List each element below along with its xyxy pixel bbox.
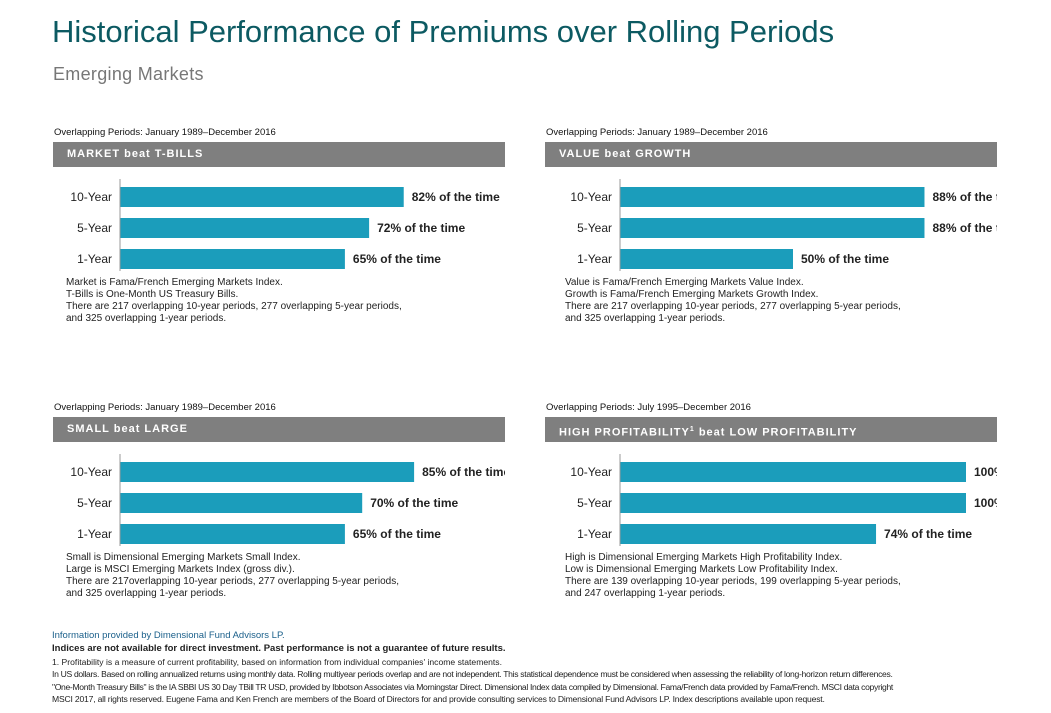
data-label: 88% of the time bbox=[932, 190, 997, 204]
category-label: 5-Year bbox=[77, 221, 112, 235]
chart-panel-profitability: Overlapping Periods: July 1995–December … bbox=[545, 402, 997, 602]
page-subtitle: Emerging Markets bbox=[53, 64, 204, 84]
panel-notes: Value is Fama/French Emerging Markets Va… bbox=[565, 277, 901, 325]
note-line: High is Dimensional Emerging Markets Hig… bbox=[565, 552, 843, 563]
data-label: 100% of the time bbox=[974, 496, 997, 510]
bar-chart: 10-Year 100% of the time 5-Year 100% of the… bbox=[570, 454, 997, 546]
footer-line: "One-Month Treasury Bills" is the IA SBB… bbox=[52, 682, 893, 692]
bar bbox=[120, 249, 345, 269]
note-line: Market is Fama/French Emerging Markets I… bbox=[66, 277, 283, 288]
panel-notes: Small is Dimensional Emerging Markets Sm… bbox=[66, 552, 399, 600]
bar bbox=[120, 493, 363, 513]
category-label: 1-Year bbox=[577, 527, 612, 541]
category-label: 10-Year bbox=[570, 190, 612, 204]
note-line: Large is MSCI Emerging Markets Index (gr… bbox=[66, 564, 295, 575]
category-label: 5-Year bbox=[577, 221, 612, 235]
panel-header: SMALL beat LARGE bbox=[53, 417, 505, 442]
bar bbox=[120, 462, 415, 482]
panel-title-tail: beat LOW PROFITABILITY bbox=[694, 426, 858, 439]
data-label: 50% of the time bbox=[801, 252, 889, 266]
data-label: 70% of the time bbox=[370, 496, 458, 510]
category-label: 10-Year bbox=[70, 465, 112, 479]
chart-panel-market: Overlapping Periods: January 1989–Decemb… bbox=[53, 127, 505, 327]
footer-line: MSCI 2017, all rights reserved. Eugene F… bbox=[52, 694, 825, 704]
bar bbox=[620, 462, 966, 482]
bar bbox=[120, 187, 404, 207]
data-label: 65% of the time bbox=[353, 252, 441, 266]
category-label: 5-Year bbox=[77, 496, 112, 510]
note-line: Value is Fama/French Emerging Markets Va… bbox=[565, 277, 804, 288]
category-label: 1-Year bbox=[77, 252, 112, 266]
bar bbox=[620, 493, 966, 513]
period-label: Overlapping Periods: January 1989–Decemb… bbox=[54, 127, 276, 138]
footer-disclaimer: Indices are not available for direct inv… bbox=[52, 643, 506, 654]
note-line: T-Bills is One-Month US Treasury Bills. bbox=[66, 289, 239, 300]
chart-panel-small: Overlapping Periods: January 1989–Decemb… bbox=[53, 402, 505, 602]
note-line: Growth is Fama/French Emerging Markets G… bbox=[565, 289, 819, 300]
footer-line: In US dollars. Based on rolling annualiz… bbox=[52, 669, 893, 679]
panel-notes: Market is Fama/French Emerging Markets I… bbox=[66, 277, 402, 325]
panel-header: MARKET beat T-BILLS bbox=[53, 142, 505, 167]
panel-title: SMALL beat LARGE bbox=[67, 423, 188, 435]
period-label: Overlapping Periods: January 1989–Decemb… bbox=[546, 127, 768, 138]
bar bbox=[120, 218, 370, 238]
panel-header: HIGH PROFITABILITY1 beat LOW PROFITABILI… bbox=[545, 417, 997, 442]
data-label: 82% of the time bbox=[412, 190, 500, 204]
bar bbox=[620, 249, 793, 269]
footer-source: Information provided by Dimensional Fund… bbox=[52, 630, 285, 641]
note-line: and 325 overlapping 1-year periods. bbox=[66, 313, 227, 324]
bar-chart: 10-Year 88% of the time 5-Year 88% of the t… bbox=[570, 179, 997, 271]
page-title: Historical Performance of Premiums over … bbox=[52, 14, 835, 49]
category-label: 1-Year bbox=[77, 527, 112, 541]
panel-notes: High is Dimensional Emerging Markets Hig… bbox=[565, 552, 901, 600]
data-label: 100% of the time bbox=[974, 465, 997, 479]
note-line: and 247 overlapping 1-year periods. bbox=[565, 588, 726, 599]
note-line: There are 139 overlapping 10-year period… bbox=[565, 576, 901, 587]
bar bbox=[620, 187, 925, 207]
category-label: 1-Year bbox=[577, 252, 612, 266]
footnote-marker: 1 bbox=[689, 426, 695, 433]
footer-line: 1. Profitability is a measure of current… bbox=[52, 657, 502, 667]
panel-title: MARKET beat T-BILLS bbox=[67, 148, 204, 160]
bar bbox=[120, 524, 345, 544]
bar bbox=[620, 218, 925, 238]
panel-header: VALUE beat GROWTH bbox=[545, 142, 997, 167]
data-label: 74% of the time bbox=[884, 527, 972, 541]
period-label: Overlapping Periods: January 1989–Decemb… bbox=[54, 402, 276, 413]
note-line: There are 217 overlapping 10-year period… bbox=[565, 301, 901, 312]
note-line: and 325 overlapping 1-year periods. bbox=[66, 588, 227, 599]
data-label: 72% of the time bbox=[377, 221, 465, 235]
data-label: 65% of the time bbox=[353, 527, 441, 541]
note-line: There are 217overlapping 10-year periods… bbox=[66, 576, 399, 587]
data-label: 88% of the time bbox=[932, 221, 997, 235]
panel-title: VALUE beat GROWTH bbox=[559, 148, 692, 160]
panel-title: HIGH PROFITABILITY bbox=[559, 426, 690, 439]
note-line: Small is Dimensional Emerging Markets Sm… bbox=[66, 552, 301, 563]
note-line: and 325 overlapping 1-year periods. bbox=[565, 313, 726, 324]
chart-panel-value: Overlapping Periods: January 1989–Decemb… bbox=[545, 127, 997, 327]
period-label: Overlapping Periods: July 1995–December … bbox=[546, 402, 751, 413]
note-line: Low is Dimensional Emerging Markets Low … bbox=[565, 564, 838, 575]
bar bbox=[620, 524, 877, 544]
bar-chart: 10-Year 85% of the time 5-Year 70% of the t… bbox=[70, 454, 505, 546]
data-label: 85% of the time bbox=[422, 465, 505, 479]
bar-chart: 10-Year 82% of the time 5-Year 72% of the t… bbox=[70, 179, 500, 271]
note-line: There are 217 overlapping 10-year period… bbox=[66, 301, 402, 312]
category-label: 10-Year bbox=[570, 465, 612, 479]
category-label: 5-Year bbox=[577, 496, 612, 510]
category-label: 10-Year bbox=[70, 190, 112, 204]
